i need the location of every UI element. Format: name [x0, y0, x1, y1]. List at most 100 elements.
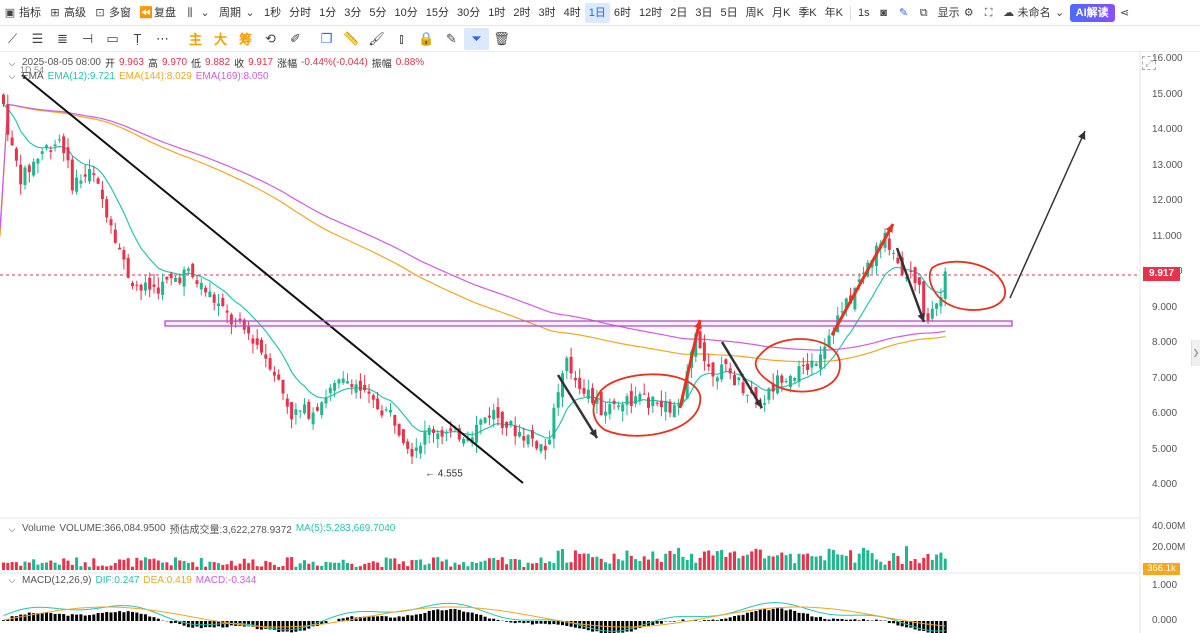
ai-read-button[interactable]: AI解读 — [1069, 3, 1115, 22]
interval-2[interactable]: 1分 — [319, 6, 337, 19]
ema12-value: EMA(12):9.721 — [47, 70, 115, 82]
ema-title: EMA — [22, 70, 44, 82]
chart-canvas[interactable]: ← 4.555 — [0, 52, 1200, 633]
lock-tool[interactable]: 🔒 — [414, 28, 439, 50]
snapshot-button[interactable]: ◙ — [874, 3, 894, 23]
interval-11[interactable]: 4时 — [563, 6, 581, 19]
candle-body — [715, 377, 719, 382]
rectangle-tool[interactable]: ▭ — [100, 28, 125, 50]
expand-icon[interactable]: ⤢ — [1142, 56, 1156, 70]
interval-5[interactable]: 10分 — [394, 6, 418, 19]
interval-1[interactable]: 分时 — [289, 6, 312, 19]
seconds-button[interactable]: 1s — [858, 6, 870, 19]
chart-type-button[interactable]: ⫼ ⌄ — [180, 3, 215, 23]
draw-button[interactable]: ✎ — [894, 3, 914, 23]
interval-8[interactable]: 1时 — [488, 6, 506, 19]
candle-body — [776, 375, 779, 394]
ruler-tool[interactable]: 📏 — [339, 28, 364, 50]
indicators-button[interactable]: ▣ 指标 — [4, 6, 41, 19]
copy-tool[interactable]: ❐ — [314, 28, 339, 50]
multi-window-button[interactable]: ⊡ 多窗 — [95, 6, 131, 19]
macd-bar — [380, 616, 384, 621]
candle-body — [793, 378, 797, 381]
candle-body — [376, 398, 380, 410]
macd-bar — [131, 611, 134, 621]
brush-tool[interactable]: 🖌 — [364, 28, 389, 50]
macd-bar — [260, 621, 263, 630]
candle-body — [561, 373, 564, 398]
candle-body — [935, 303, 939, 309]
macd-bar — [935, 621, 939, 633]
volume-bar — [797, 553, 801, 570]
interval-0[interactable]: 1秒 — [264, 6, 282, 19]
replay-button[interactable]: ⏪ 复盘 — [139, 6, 176, 19]
side-panel-handle[interactable]: ❯ — [1191, 340, 1200, 366]
edit-tool[interactable]: ✐ — [283, 28, 308, 50]
cycle-tool[interactable]: ⟲ — [258, 28, 283, 50]
filter-tool[interactable]: ⏷ — [464, 27, 489, 50]
up-arrow-2-head — [885, 224, 893, 233]
volume-bar — [195, 566, 199, 570]
interval-13[interactable]: 6时 — [613, 6, 631, 19]
candle-body — [926, 313, 930, 322]
volume-bar — [350, 563, 354, 570]
interval-10[interactable]: 3时 — [538, 6, 556, 19]
macd-bar — [113, 612, 117, 621]
collapse-icon[interactable]: ⌵ — [8, 71, 16, 81]
chart-area[interactable]: ← 4.555 ⌵ 2025-08-05 08:00 开 9.963 高 9.970… — [0, 52, 1200, 633]
candle-body — [634, 396, 638, 404]
interval-3[interactable]: 3分 — [344, 6, 362, 19]
macd-bar — [836, 618, 840, 621]
text-tool[interactable]: Ṭ — [125, 28, 150, 50]
interval-12[interactable]: 1日 — [584, 2, 610, 23]
bars-tool[interactable]: ⫾ — [389, 28, 414, 50]
candle-body — [518, 431, 521, 437]
trendline-tool[interactable]: ⟋ — [0, 28, 25, 50]
big-order-tool[interactable]: 大 — [213, 32, 227, 47]
period-dropdown[interactable]: 周期 ⌄ — [219, 6, 255, 19]
fullscreen-button[interactable]: ⛶ — [979, 3, 999, 23]
chip-tool[interactable]: 筹 — [238, 32, 252, 47]
volume-bar — [672, 554, 676, 570]
advanced-button[interactable]: ⊞ 高级 — [50, 6, 86, 19]
macd-bar — [926, 621, 930, 633]
macd-bar — [152, 617, 156, 621]
interval-7[interactable]: 30分 — [457, 6, 481, 19]
pencil-tool[interactable]: ✎ — [439, 28, 464, 50]
cloud-save-button[interactable]: ☁ 未命名 ⌄ — [1003, 6, 1065, 19]
collapse-icon[interactable]: ⌵ — [8, 523, 16, 534]
macd-bar — [496, 619, 500, 621]
interval-15[interactable]: 2日 — [670, 6, 688, 19]
interval-17[interactable]: 5日 — [720, 6, 738, 19]
price-axis-label: 4.000 — [1152, 479, 1178, 490]
candle-body — [806, 363, 810, 371]
interval-14[interactable]: 12时 — [639, 6, 663, 19]
separator — [850, 5, 851, 20]
collapse-icon[interactable]: ⌵ — [8, 57, 16, 68]
interval-6[interactable]: 15分 — [425, 6, 449, 19]
layout-button[interactable]: ⧉ — [914, 3, 934, 23]
interval-9[interactable]: 2时 — [513, 6, 531, 19]
share-button[interactable]: ⋖ — [1115, 3, 1135, 23]
interval-20[interactable]: 季K — [798, 6, 817, 19]
delete-tool[interactable]: 🗑 — [489, 28, 514, 50]
candle-body — [505, 421, 509, 428]
change-label: 涨幅 — [277, 59, 298, 70]
macd-bar — [341, 618, 345, 621]
fib-tool[interactable]: ≣ — [50, 28, 75, 50]
interval-4[interactable]: 5分 — [369, 6, 387, 19]
display-button[interactable]: 显示 ⚙ — [937, 6, 974, 19]
macd-bar — [14, 616, 18, 621]
macd-bar — [143, 614, 147, 621]
collapse-icon[interactable]: ⌵ — [8, 575, 16, 585]
interval-21[interactable]: 年K — [824, 6, 843, 19]
interval-19[interactable]: 月K — [771, 6, 791, 19]
interval-18[interactable]: 周K — [745, 6, 764, 19]
parallel-channel-tool[interactable]: ☰ — [25, 28, 50, 50]
hline-tool[interactable]: ⊣ — [75, 28, 100, 50]
more-tools[interactable]: ⋯ — [150, 28, 175, 50]
candle-body — [165, 276, 169, 280]
interval-16[interactable]: 3日 — [695, 6, 713, 19]
fib-icon: ≣ — [57, 30, 68, 46]
main-force-tool[interactable]: 主 — [188, 32, 202, 47]
